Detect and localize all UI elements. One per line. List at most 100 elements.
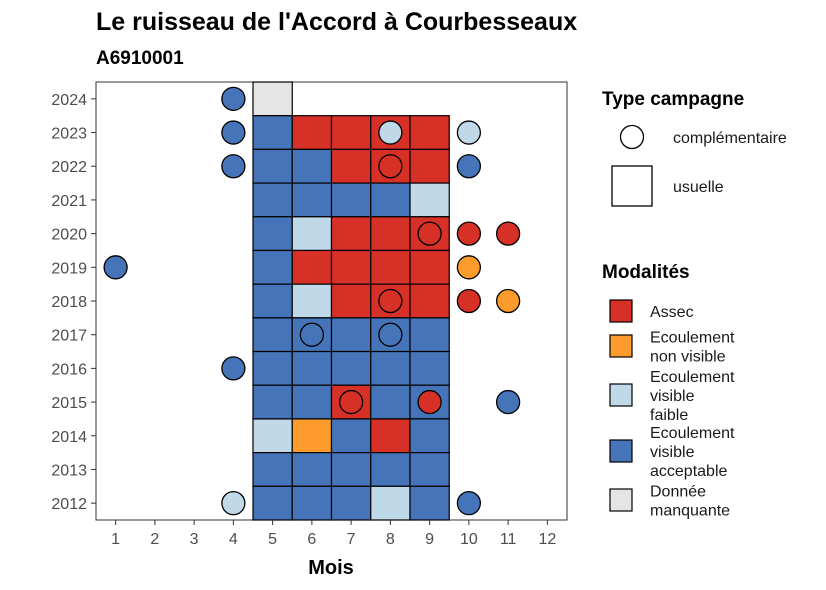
y-tick-label-2020: 2020 [51,227,87,244]
legend-color-title: Modalités [602,262,690,283]
tile-2021-5 [252,182,293,218]
point-2017-6 [299,322,325,347]
x-tick-label-7: 7 [347,531,356,548]
tile-2018-7 [330,283,372,319]
tile-2016-7 [330,350,372,386]
tile-2022-5 [252,148,293,184]
complementaire-dots [103,86,521,516]
y-tick-label-2016: 2016 [51,361,87,378]
x-tick-label-12: 12 [538,531,556,548]
tile-2016-8 [370,350,411,386]
legend-label-manq-1: manquante [650,503,730,520]
point-2015-11 [495,389,521,415]
x-tick-label-1: 1 [111,531,120,548]
tile-2019-6 [291,249,333,285]
legend-label-faible-2: faible [650,407,688,424]
tile-2012-9 [409,485,450,521]
point-2015-9 [417,389,442,415]
tile-2020-6 [291,216,333,252]
tile-2015-6 [291,384,333,420]
legend-label-faible-0: Ecoulement [650,369,735,386]
y-tick-label-2019: 2019 [51,260,87,277]
y-axis: 2012 2013 2014 2015 2016 2017 2018 2019 2020 2021… [51,92,96,513]
y-tick-label-2018: 2018 [51,294,87,311]
y-tick-label-2021: 2021 [51,193,87,210]
tile-2015-8 [370,384,411,420]
x-tick-label-5: 5 [268,531,277,548]
tile-2014-6 [291,418,333,454]
point-2020-9 [417,221,442,246]
tile-2013-5 [252,452,293,487]
tile-2012-8 [370,485,411,521]
tile-2017-9 [409,317,450,353]
point-2018-8 [378,288,403,314]
tile-2021-8 [370,182,411,218]
tile-2017-5 [252,317,293,353]
y-tick-label-2015: 2015 [51,395,87,412]
tile-2021-7 [330,182,372,218]
y-tick-label-2023: 2023 [51,126,87,143]
legend-shape-label-1: usuelle [673,179,724,196]
point-2012-4 [221,491,246,516]
tile-2014-8 [370,418,411,454]
legend-shape-label-0: complémentaire [673,130,787,147]
legend-type-campagne: Type campagne complémentaire usuelle [602,89,787,207]
legend-modalites: Modalités Assec Ecoulement non visible Ecou… [602,262,735,520]
point-2019-10 [456,255,482,280]
legend-label-manq-0: Donnée [650,484,706,501]
x-tick-label-2: 2 [150,531,159,548]
point-2018-10 [456,288,482,314]
point-2023-4 [221,120,246,145]
point-2020-10 [456,221,482,246]
y-tick-label-2017: 2017 [51,328,87,345]
y-tick-label-2013: 2013 [51,462,87,479]
point-2023-10 [456,120,482,145]
point-2022-10 [456,154,482,179]
point-2016-4 [221,356,246,381]
x-tick-label-8: 8 [386,531,395,548]
legend-square-key [611,165,653,207]
tile-2024-5 [252,81,293,117]
tile-2020-7 [330,216,372,252]
y-tick-label-2024: 2024 [51,92,87,109]
x-axis-label: Mois [308,557,354,579]
tile-2015-5 [252,384,293,420]
x-tick-label-6: 6 [307,531,316,548]
tile-2021-9 [409,182,450,218]
legend-label-nonvis-0: Ecoulement [650,330,735,347]
tile-2023-6 [291,115,333,150]
legend-label-accept-2: acceptable [650,463,727,480]
tile-2016-5 [252,350,293,386]
legend-key-assec [609,299,633,323]
tile-2021-6 [291,182,333,218]
usuelle-cells [252,81,450,521]
point-2015-7 [338,389,364,415]
chart-subtitle: A6910001 [96,48,184,69]
tile-2012-6 [291,485,333,521]
legend-label-accept-0: Ecoulement [650,425,735,442]
point-2012-10 [456,491,482,516]
point-2019-1 [103,255,128,280]
tile-2020-5 [252,216,293,252]
x-axis: 1 2 3 4 5 6 7 8 9 10 11 12 [111,520,556,548]
y-tick-label-2022: 2022 [51,159,87,176]
tile-2016-9 [409,350,450,386]
legend-shape-title: Type campagne [602,89,744,110]
y-tick-label-2012: 2012 [51,496,87,513]
legend-key-faible [609,383,633,407]
legend-label-faible-1: visible [650,388,695,405]
tile-2022-7 [330,148,372,184]
legend-key-accept [609,439,633,463]
tile-2013-8 [370,452,411,487]
legend-circle-key [619,124,645,150]
tile-2013-9 [409,452,450,487]
tile-2018-9 [409,283,450,319]
tile-2020-8 [370,216,411,252]
tile-2018-5 [252,283,293,319]
x-tick-label-3: 3 [190,531,199,548]
tile-2017-7 [330,317,372,353]
tile-2019-5 [252,249,293,285]
tile-2012-5 [252,485,293,521]
tile-2023-9 [409,115,450,150]
